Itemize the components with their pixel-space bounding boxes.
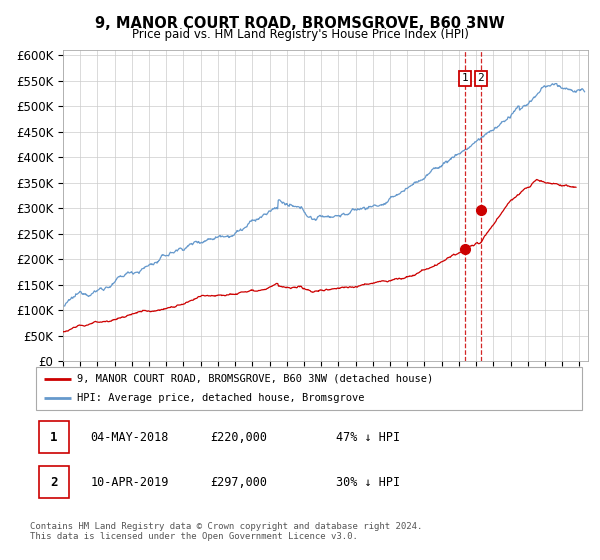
FancyBboxPatch shape — [39, 466, 69, 498]
Text: 2: 2 — [50, 475, 58, 489]
FancyBboxPatch shape — [39, 421, 69, 454]
Text: 1: 1 — [50, 431, 58, 444]
Text: 10-APR-2019: 10-APR-2019 — [91, 475, 169, 489]
Text: £297,000: £297,000 — [211, 475, 268, 489]
Text: 9, MANOR COURT ROAD, BROMSGROVE, B60 3NW: 9, MANOR COURT ROAD, BROMSGROVE, B60 3NW — [95, 16, 505, 31]
Text: 1: 1 — [462, 73, 469, 83]
Text: £220,000: £220,000 — [211, 431, 268, 444]
FancyBboxPatch shape — [36, 367, 582, 410]
Text: HPI: Average price, detached house, Bromsgrove: HPI: Average price, detached house, Brom… — [77, 394, 364, 403]
Text: Contains HM Land Registry data © Crown copyright and database right 2024.
This d: Contains HM Land Registry data © Crown c… — [30, 522, 422, 542]
Text: 2: 2 — [478, 73, 484, 83]
Text: Price paid vs. HM Land Registry's House Price Index (HPI): Price paid vs. HM Land Registry's House … — [131, 28, 469, 41]
Text: 47% ↓ HPI: 47% ↓ HPI — [337, 431, 400, 444]
Text: 04-MAY-2018: 04-MAY-2018 — [91, 431, 169, 444]
Text: 9, MANOR COURT ROAD, BROMSGROVE, B60 3NW (detached house): 9, MANOR COURT ROAD, BROMSGROVE, B60 3NW… — [77, 374, 433, 384]
Text: 30% ↓ HPI: 30% ↓ HPI — [337, 475, 400, 489]
